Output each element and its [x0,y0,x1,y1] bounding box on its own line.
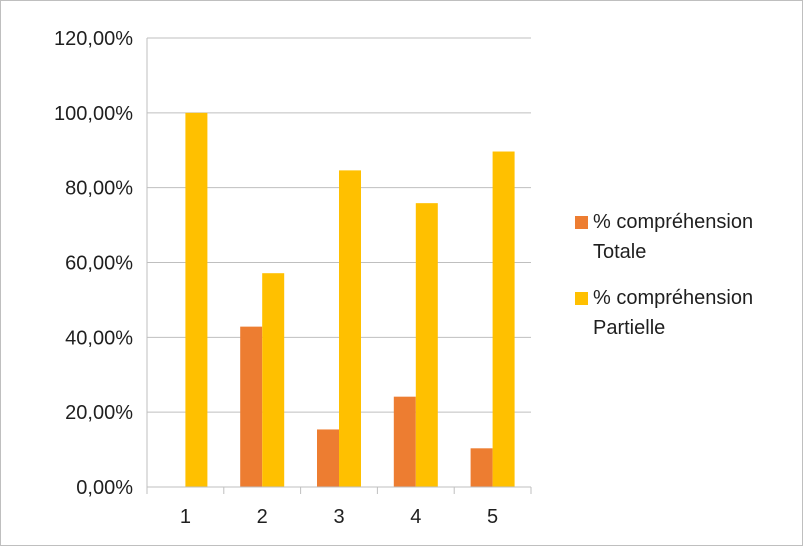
x-tick-label: 3 [333,506,344,528]
bar-partielle [185,112,208,487]
bar-partielle [492,151,515,488]
y-tick-label: 40,00% [65,327,133,349]
legend-item-partielle: % compréhension Partielle [575,283,797,343]
x-tick-label: 5 [487,506,498,528]
legend-swatch-totale [575,216,588,229]
y-tick-label: 0,00% [76,477,133,499]
bar-totale [317,429,339,487]
legend-label-totale: % compréhension Totale [593,211,754,263]
bar-partielle [262,273,285,487]
bar-totale [470,448,493,487]
bar-totale [393,396,416,487]
legend: % compréhension Totale % compréhension P… [575,207,797,359]
y-tick-label: 20,00% [65,402,133,424]
x-tick-label: 1 [180,506,191,528]
bar-totale [240,326,263,487]
tick-labels: 0,00% 20,00% 40,00% 60,00% 80,00% 100,00% 120,… [54,28,498,528]
y-tick-label: 120,00% [54,28,133,50]
x-tick-label: 2 [257,506,268,528]
x-tick-label: 4 [410,506,421,528]
y-tick-label: 60,00% [65,253,133,275]
axes [146,38,532,494]
y-tick-label: 100,00% [54,103,133,125]
bars [185,112,515,488]
bar-partielle [415,203,438,487]
legend-swatch-partielle [575,292,588,305]
y-tick-label: 80,00% [65,178,133,200]
bar-partielle [339,170,361,487]
legend-item-totale: % compréhension Totale [575,207,797,267]
legend-label-partielle: % compréhension Partielle [593,287,754,339]
